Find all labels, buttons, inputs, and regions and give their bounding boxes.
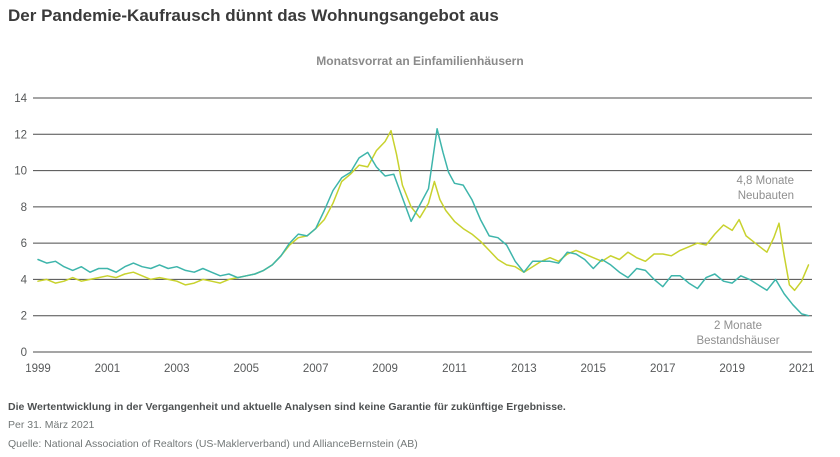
x-axis-tick-label: 2001	[95, 363, 121, 375]
x-axis-tick-label: 2011	[442, 363, 467, 375]
line-chart: 0 2 4 6 8 10 12 14 1999 2001 2003 2005 2007 2009 2011 2…	[14, 93, 815, 375]
x-axis-tick-label: 2013	[511, 363, 537, 375]
x-axis-tick-label: 2015	[581, 363, 607, 375]
x-axis-tick-label: 2003	[164, 363, 190, 375]
disclaimer-text: Die Wertentwicklung in der Vergangenheit…	[8, 401, 566, 413]
y-axis-tick-label: 0	[21, 347, 27, 359]
x-axis-tick-label: 2007	[303, 363, 329, 375]
y-axis-tick-label: 6	[21, 238, 27, 250]
source-text: Quelle: National Association of Realtors…	[8, 437, 418, 450]
series-line-neubauten	[37, 129, 810, 292]
page-title: Der Pandemie-Kaufrausch dünnt das Wohnun…	[8, 6, 499, 25]
x-axis-tick-label: 2017	[650, 363, 676, 375]
footnotes: Die Wertentwicklung in der Vergangenheit…	[8, 398, 566, 453]
y-axis-tick-label: 10	[14, 166, 27, 178]
x-axis-tick-label: 2005	[234, 363, 260, 375]
chart-subtitle: Monatsvorrat an Einfamilienhäusern	[316, 54, 524, 68]
as-of-date: Per 31. März 2021	[8, 419, 95, 432]
x-axis-tick-label: 2021	[789, 363, 815, 375]
x-axis-tick-label: 1999	[25, 363, 51, 375]
y-axis-tick-label: 14	[14, 93, 27, 105]
series-line-bestandshaeuser	[37, 128, 810, 317]
annotation-bestandshaeuser: 2 Monate Bestandshäuser	[696, 320, 780, 347]
y-axis-tick-label: 8	[21, 202, 27, 214]
x-axis-tick-label: 2009	[372, 363, 398, 375]
x-axis-tick-label: 2019	[719, 363, 745, 375]
y-axis-tick-label: 4	[21, 274, 28, 286]
annotation-neubauten: 4,8 Monate Neubauten	[736, 175, 794, 202]
y-axis-tick-label: 12	[14, 129, 27, 141]
y-axis-tick-label: 2	[21, 311, 27, 323]
